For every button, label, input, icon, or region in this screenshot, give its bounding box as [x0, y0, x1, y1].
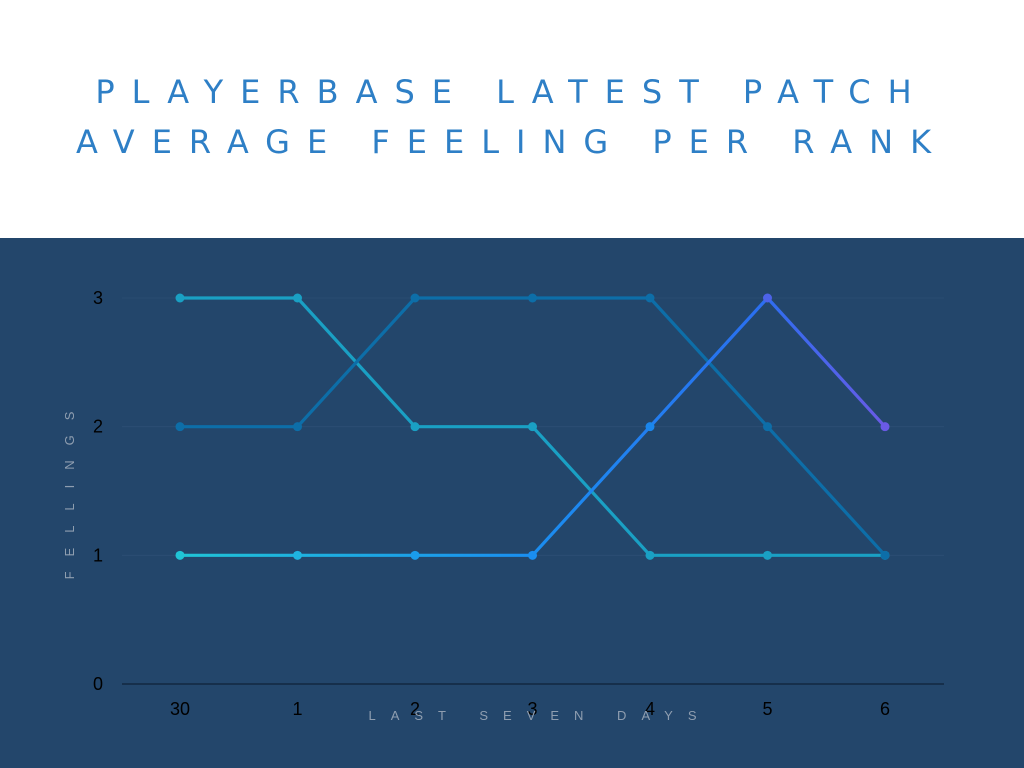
x-tick-label: 30	[170, 699, 190, 719]
series-layer	[175, 293, 890, 560]
chart-panel: 0 1 2 3 30 1 2 3 4 5 6 FELLINGS LAST SEVEN DAYS	[0, 238, 1024, 768]
data-point	[175, 422, 185, 432]
data-point	[410, 293, 420, 303]
y-axis-title: FELLINGS	[62, 397, 77, 580]
data-point	[528, 550, 537, 560]
data-point	[175, 293, 185, 303]
series-1	[175, 293, 890, 560]
data-point	[293, 550, 302, 560]
y-tick-label: 2	[93, 417, 103, 437]
data-point	[880, 550, 890, 560]
x-tick-label: 5	[762, 699, 772, 719]
y-tick-labels: 0 1 2 3	[93, 288, 103, 694]
data-point	[645, 550, 655, 560]
data-point	[645, 422, 655, 432]
chart-title-line-2: AVERAGE FEELING PER RANK	[75, 123, 949, 161]
series-2	[175, 293, 890, 560]
x-tick-label: 2	[410, 699, 420, 719]
data-point	[410, 422, 420, 432]
y-tick-label: 3	[93, 288, 103, 308]
x-tick-label: 6	[880, 699, 890, 719]
data-point	[410, 550, 420, 560]
x-tick-label: 4	[645, 699, 655, 719]
data-point	[763, 550, 772, 560]
x-tick-labels: 30 1 2 3 4 5 6	[170, 699, 890, 719]
data-point	[645, 293, 655, 303]
y-tick-label: 0	[93, 674, 103, 694]
header: PLAYERBASE LATEST PATCH AVERAGE FEELING …	[0, 0, 1024, 238]
x-tick-label: 3	[527, 699, 537, 719]
x-tick-label: 1	[292, 699, 302, 719]
data-point	[175, 550, 185, 560]
data-point	[528, 422, 537, 432]
chart-title-line-1: PLAYERBASE LATEST PATCH	[95, 73, 929, 111]
data-point	[763, 293, 772, 303]
x-axis-title: LAST SEVEN DAYS	[368, 708, 711, 723]
data-point	[528, 293, 537, 303]
data-point	[880, 422, 890, 432]
data-point	[293, 293, 302, 303]
data-point	[293, 422, 302, 432]
y-tick-label: 1	[93, 545, 103, 565]
data-point	[763, 422, 772, 432]
series-3	[175, 293, 890, 560]
line-chart: 0 1 2 3 30 1 2 3 4 5 6 FELLINGS LAST SEVEN DAYS	[62, 288, 944, 723]
